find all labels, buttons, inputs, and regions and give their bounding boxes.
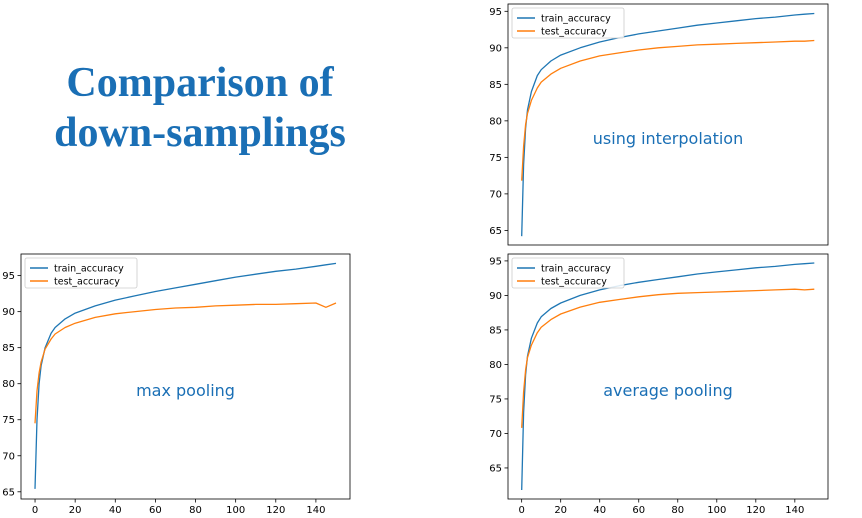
chart-panel-average-pooling: 65 70 75 80 85 90 95 0 20 40 60 80 100 120 140 train_ac… <box>478 250 840 516</box>
legend-label: test_accuracy <box>541 27 607 38</box>
slide-title-line-2: down-samplings <box>54 110 346 156</box>
chart-interpolation: 65 70 75 80 85 90 95 train_accuracy test_accurac… <box>489 3 829 246</box>
y-tick-label: 65 <box>489 226 502 237</box>
y-tick-label: 80 <box>489 116 502 127</box>
y-tick-label: 75 <box>2 415 15 426</box>
y-tick-label: 95 <box>2 271 15 282</box>
y-tick-label: 80 <box>2 379 15 390</box>
y-tick-label: 75 <box>489 394 502 405</box>
y-tick-label: 95 <box>489 256 502 267</box>
x-tick-label: 120 <box>746 505 765 514</box>
legend: train_accuracy test_accuracy <box>24 257 138 289</box>
legend-label: train_accuracy <box>541 14 611 25</box>
plot-frame <box>20 253 351 500</box>
y-tick-label: 90 <box>2 307 15 318</box>
x-tick-label: 100 <box>226 505 245 514</box>
x-tick-label: 60 <box>149 505 162 514</box>
chart-max-pooling: 65 70 75 80 85 90 95 0 20 40 60 80 100 120 140 train_ac… <box>2 253 351 516</box>
legend-label: test_accuracy <box>54 277 120 288</box>
x-tick-label: 20 <box>69 505 82 514</box>
legend-label: train_accuracy <box>54 264 124 275</box>
y-tick-label: 75 <box>489 153 502 164</box>
x-tick-label: 40 <box>109 505 122 514</box>
x-tick-label: 60 <box>632 505 645 514</box>
x-tick-label: 40 <box>593 505 606 514</box>
x-tick-label: 140 <box>306 505 325 514</box>
x-tick-label: 0 <box>518 505 524 514</box>
y-tick-label: 65 <box>2 487 15 498</box>
y-tick-label: 65 <box>489 463 502 474</box>
legend: train_accuracy test_accuracy <box>511 7 625 39</box>
legend: train_accuracy test_accuracy <box>511 257 625 289</box>
legend-box <box>511 7 625 39</box>
legend-label: train_accuracy <box>541 264 611 275</box>
chart-annotation: using interpolation <box>593 129 743 148</box>
x-tick-label: 0 <box>32 505 38 514</box>
y-tick-label: 70 <box>489 189 502 200</box>
series-line-test-accuracy <box>34 302 337 424</box>
x-tick-label: 20 <box>554 505 567 514</box>
chart-annotation: max pooling <box>136 381 235 400</box>
slide-title-line-1: Comparison of <box>66 60 334 106</box>
x-tick-label: 100 <box>707 505 726 514</box>
legend-box <box>511 257 625 289</box>
series-line-test-accuracy <box>521 39 815 181</box>
y-tick-label: 70 <box>489 429 502 440</box>
x-tick-label: 80 <box>671 505 684 514</box>
series-line-train-accuracy <box>521 262 815 491</box>
legend-box <box>24 257 138 289</box>
y-tick-label: 85 <box>489 325 502 336</box>
plot-frame <box>507 253 829 500</box>
y-tick-label: 80 <box>489 360 502 371</box>
chart-panel-max-pooling: 65 70 75 80 85 90 95 0 20 40 60 80 100 120 140 train_ac… <box>0 250 362 516</box>
y-tick-label: 90 <box>489 291 502 302</box>
y-tick-label: 85 <box>489 80 502 91</box>
chart-panel-interpolation: 65 70 75 80 85 90 95 train_accuracy test_accurac… <box>478 0 840 250</box>
y-tick-label: 95 <box>489 7 502 18</box>
series-line-test-accuracy <box>521 288 815 428</box>
plot-frame <box>507 3 829 246</box>
x-tick-label: 80 <box>189 505 202 514</box>
y-tick-label: 90 <box>489 43 502 54</box>
slide-title: Comparison of down-samplings <box>40 58 360 158</box>
x-tick-label: 140 <box>785 505 804 514</box>
x-tick-label: 120 <box>266 505 285 514</box>
chart-average-pooling: 65 70 75 80 85 90 95 0 20 40 60 80 100 120 140 train_ac… <box>489 253 829 516</box>
legend-label: test_accuracy <box>541 277 607 288</box>
series-line-train-accuracy <box>34 262 337 489</box>
chart-annotation: average pooling <box>603 381 733 400</box>
y-tick-label: 85 <box>2 343 15 354</box>
y-tick-label: 70 <box>2 451 15 462</box>
